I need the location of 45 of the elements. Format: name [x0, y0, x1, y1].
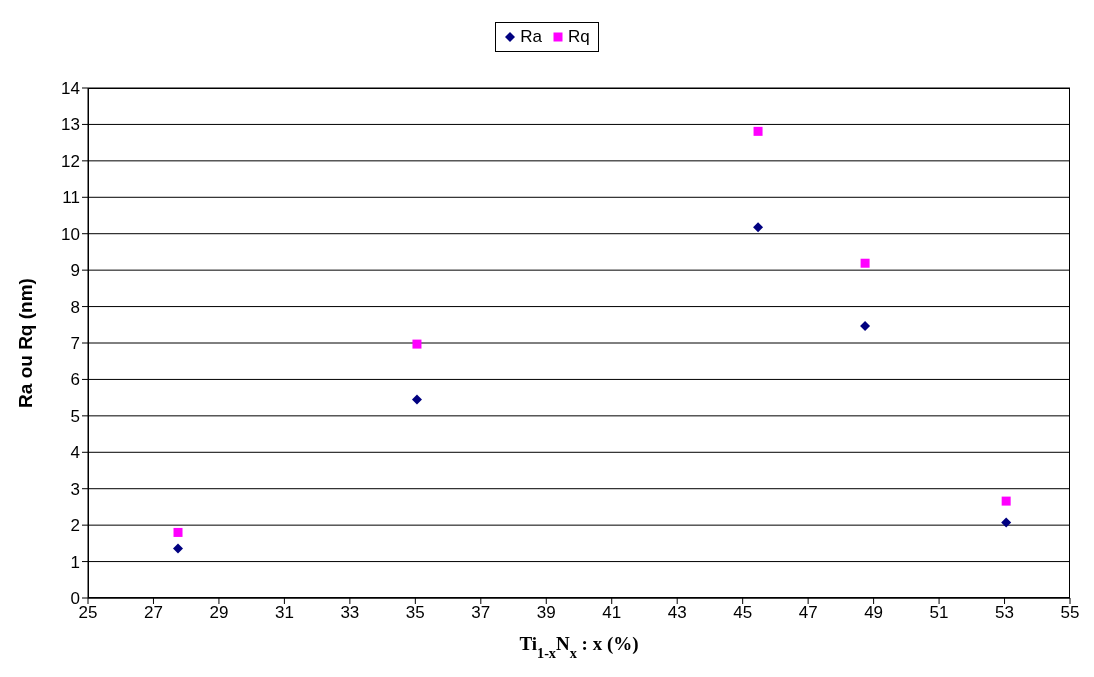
y-tick-label: 9: [70, 261, 80, 281]
y-tick-label: 6: [70, 370, 80, 390]
point: [173, 527, 183, 537]
y-tick-label: 2: [70, 516, 80, 536]
x-tick-label: 53: [995, 603, 1014, 623]
x-tick-label: 47: [798, 603, 818, 623]
x-tick-label: 31: [274, 603, 294, 623]
y-tick-label: 11: [62, 188, 80, 208]
y-axis-title: Ra ou Rq (nm): [15, 278, 36, 408]
x-tick-label: 39: [536, 603, 556, 623]
point: [173, 543, 184, 554]
point: [860, 258, 870, 268]
x-tick-label: 51: [929, 603, 949, 623]
point: [1001, 517, 1012, 528]
x-tick-label: 45: [733, 603, 753, 623]
y-tick-label: 0: [70, 589, 80, 609]
x-tick-label: 35: [405, 603, 425, 623]
y-tick-label: 8: [70, 297, 80, 317]
y-tick-label: 14: [61, 79, 80, 99]
x-tick-label: 27: [144, 603, 163, 623]
x-axis-title: Ti$_{1-x}$N$_{x}$ : x (%): [519, 633, 639, 661]
point: [753, 126, 763, 136]
x-tick-label: 55: [1060, 603, 1080, 623]
y-tick-label: 1: [70, 552, 80, 572]
x-tick-label: 49: [864, 603, 884, 623]
legend-label: Rq: [567, 27, 590, 47]
y-tick-label: 13: [61, 115, 80, 135]
x-tick-label: 25: [78, 603, 98, 623]
legend-label: Ra: [519, 27, 542, 47]
y-tick-label: 3: [70, 479, 80, 499]
y-tick-label: 5: [70, 406, 80, 426]
y-tick-label: 4: [70, 443, 80, 463]
x-tick-label: 43: [667, 603, 687, 623]
y-tick-label: 7: [70, 334, 80, 354]
point: [1001, 496, 1011, 506]
x-tick-label: 41: [602, 603, 622, 623]
y-tick-label: 12: [61, 151, 80, 171]
x-tick-label: 29: [209, 603, 229, 623]
x-tick-label: 33: [340, 603, 360, 623]
y-tick-label: 10: [61, 224, 80, 244]
point: [753, 222, 764, 233]
point: [860, 320, 871, 331]
x-tick-label: 37: [471, 603, 491, 623]
point: [412, 339, 422, 349]
point: [411, 394, 422, 405]
